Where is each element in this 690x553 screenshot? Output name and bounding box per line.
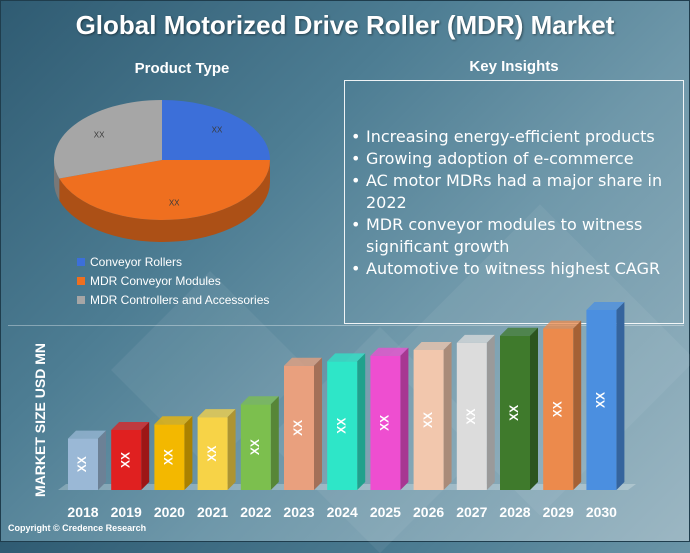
x-tick-label: 2019	[111, 504, 142, 520]
pie-slice-side	[54, 160, 60, 201]
chart-title: Global Motorized Drive Roller (MDR) Mark…	[75, 10, 615, 40]
pie-data-label: XX	[212, 125, 223, 134]
bar-side	[573, 320, 582, 490]
x-tick-label: 2022	[240, 504, 271, 520]
insight-item: AC motor MDRs had a major share in 2022	[348, 170, 668, 214]
bar-data-label: XX	[205, 446, 219, 462]
bar-data-label: XX	[550, 401, 564, 417]
legend-label: Conveyor Rollers	[90, 254, 183, 269]
bar	[586, 310, 617, 490]
bar	[456, 342, 487, 490]
bar-top	[500, 327, 538, 336]
insights-list: Increasing energy-efficient products Gro…	[348, 126, 668, 280]
bar-side	[98, 430, 106, 490]
insights-title: Key Insights	[469, 58, 559, 75]
section-divider	[8, 325, 684, 326]
bar	[68, 438, 98, 490]
legend-swatch	[77, 257, 85, 266]
x-tick-label: 2029	[543, 504, 574, 520]
bar-top	[413, 342, 452, 350]
bar-data-label: XX	[162, 449, 176, 465]
bar-data-label: XX	[507, 405, 521, 421]
x-tick-label: 2023	[283, 504, 314, 520]
bar-side	[486, 334, 495, 490]
x-tick-label: 2027	[456, 504, 487, 520]
legend-item-mdr-conveyor-modules: MDR Conveyor Modules	[77, 271, 269, 290]
bar-side	[314, 357, 322, 490]
bar-side	[400, 347, 409, 490]
pie-data-label: XX	[169, 199, 180, 208]
pie-slice	[59, 160, 271, 220]
bar	[154, 424, 185, 490]
bar-side	[616, 302, 625, 490]
insight-item: MDR conveyor modules to witness signific…	[348, 214, 668, 258]
bar-data-label: XX	[248, 439, 262, 455]
bar-data-label: XX	[464, 408, 478, 424]
pie-legend: Conveyor Rollers MDR Conveyor Modules MD…	[77, 252, 269, 309]
legend-label: MDR Conveyor Modules	[90, 273, 221, 288]
insights-box	[344, 80, 684, 324]
x-tick-label: 2026	[413, 504, 444, 520]
bar-top	[240, 396, 279, 405]
bar-side	[357, 353, 366, 490]
pie-slice	[53, 100, 163, 179]
bar-data-label: XX	[75, 456, 89, 472]
bar-data-label: XX	[594, 392, 608, 408]
x-tick-label: 2021	[197, 504, 228, 520]
bar	[370, 355, 401, 490]
legend-swatch	[77, 295, 85, 304]
bar-side	[270, 396, 279, 490]
pie-data-label: XX	[94, 131, 105, 140]
bar-top	[456, 334, 495, 343]
bar-top	[543, 320, 582, 329]
bar	[500, 335, 530, 490]
bar	[240, 404, 271, 490]
bar	[284, 365, 314, 490]
bar-top	[284, 357, 322, 366]
bar-top	[68, 430, 106, 439]
bar	[413, 350, 444, 490]
bar-top	[154, 416, 193, 425]
legend-item-mdr-controllers: MDR Controllers and Accessories	[77, 290, 269, 309]
x-tick-label: 2030	[586, 504, 617, 520]
bar-side	[184, 416, 193, 490]
x-tick-label: 2024	[327, 504, 358, 520]
bar-side	[443, 342, 452, 490]
insight-item: Automotive to witness highest CAGR	[348, 258, 668, 280]
x-tick-label: 2025	[370, 504, 401, 520]
bar-top	[586, 302, 625, 310]
bar-data-label: XX	[118, 452, 132, 468]
bar-top	[327, 353, 366, 362]
bar	[197, 417, 228, 490]
insight-item: Increasing energy-efficient products	[348, 126, 668, 148]
insight-item: Growing adoption of e-commerce	[348, 148, 668, 170]
copyright-text: Copyright © Credence Research	[8, 523, 147, 533]
legend-label: MDR Controllers and Accessories	[90, 292, 270, 307]
x-tick-label: 2028	[499, 504, 530, 520]
pie-slice	[162, 100, 270, 160]
bar-data-label: XX	[378, 415, 392, 431]
bar-data-label: XX	[421, 412, 435, 428]
x-tick-label: 2020	[154, 504, 185, 520]
bar	[111, 430, 142, 490]
legend-item-conveyor-rollers: Conveyor Rollers	[77, 252, 269, 271]
pie-slice-side	[59, 160, 271, 243]
bar-side	[530, 327, 538, 490]
bar-side	[227, 409, 236, 490]
bar-top	[111, 422, 150, 430]
x-tick-label: 2018	[67, 504, 98, 520]
legend-swatch	[77, 276, 85, 285]
bar-side	[141, 422, 150, 490]
pie-section-title: Product Type	[134, 60, 230, 77]
bar	[327, 361, 358, 490]
bar	[543, 328, 574, 490]
bar-data-label: XX	[291, 420, 305, 436]
bar-data-label: XX	[334, 418, 348, 434]
bar-top	[370, 347, 409, 356]
bar-top	[197, 409, 236, 418]
